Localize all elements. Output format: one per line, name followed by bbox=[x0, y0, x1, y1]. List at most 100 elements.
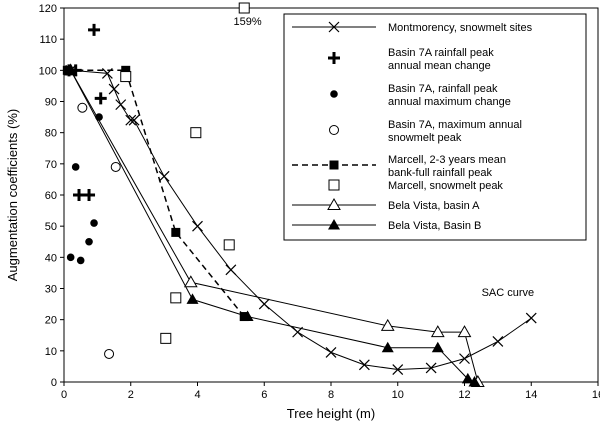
legend-item: Bela Vista, Basin B bbox=[292, 219, 481, 232]
y-tick-label: 100 bbox=[39, 65, 57, 77]
series-markers bbox=[62, 2, 537, 387]
series-3-point bbox=[71, 163, 80, 171]
legend-label: Bela Vista, basin A bbox=[388, 200, 480, 212]
series-1-point bbox=[292, 326, 304, 338]
series-1-point bbox=[125, 114, 137, 126]
legend-marker bbox=[328, 219, 340, 230]
series-3-point bbox=[90, 219, 98, 227]
legend-marker bbox=[330, 90, 338, 98]
annotations: 159% SAC curve bbox=[233, 16, 534, 299]
x-tick-label: 2 bbox=[128, 389, 134, 401]
series-6-points bbox=[120, 2, 250, 344]
series-2-point bbox=[73, 189, 86, 201]
legend-label: Montmorency, snowmelt sites bbox=[388, 22, 533, 34]
legend-item: Marcell, 2-3 years mean bank-full rainfal… bbox=[292, 154, 506, 179]
y-tick-label: 80 bbox=[45, 128, 57, 140]
series-8-point bbox=[468, 376, 481, 387]
legend-marker bbox=[329, 160, 339, 170]
series-3-point bbox=[85, 237, 93, 246]
series-8-point bbox=[241, 310, 254, 322]
series-3-point bbox=[95, 113, 103, 121]
legend-item: Basin 7A, maximum annual snowmelt peak bbox=[329, 119, 522, 144]
x-tick-label: 0 bbox=[61, 389, 67, 401]
y-tick-label: 50 bbox=[45, 221, 57, 233]
legend-item: Basin 7A, rainfall peak annual maximum ch… bbox=[330, 83, 511, 108]
series-8-point bbox=[186, 293, 199, 304]
series-7-point bbox=[183, 275, 198, 288]
series-2-points bbox=[63, 23, 107, 201]
series-8-points bbox=[64, 64, 481, 387]
series-3-points bbox=[66, 113, 103, 265]
series-6-point bbox=[223, 239, 235, 251]
legend-marker bbox=[327, 197, 341, 210]
series-1-point bbox=[525, 312, 537, 324]
legend-label: Bela Vista, Basin B bbox=[388, 220, 481, 232]
series-1-point bbox=[225, 264, 237, 276]
series-1-points bbox=[65, 64, 537, 375]
series-8-point bbox=[461, 372, 474, 384]
tick-labels: 0 2 4 6 8 10 12 14 16 0 10 20 30 40 50 60 70 80 90 100 110 12… bbox=[39, 3, 600, 401]
y-axis-title: Augmentation coefficients (%) bbox=[5, 109, 20, 281]
x-tick-label: 16 bbox=[592, 389, 600, 401]
legend-marker bbox=[329, 125, 339, 135]
x-tick-label: 4 bbox=[194, 389, 200, 401]
series-3-point bbox=[76, 256, 85, 265]
series-7-point bbox=[380, 318, 395, 331]
x-tick-label: 8 bbox=[328, 389, 334, 401]
series-1-point bbox=[459, 353, 470, 365]
series-8-point bbox=[64, 64, 77, 75]
legend-marker bbox=[328, 52, 340, 64]
y-tick-label: 10 bbox=[45, 346, 57, 358]
legend-label: Marcell, 2-3 years mean bank-full rainfal… bbox=[388, 154, 506, 179]
x-tick-label: 12 bbox=[458, 389, 470, 401]
series-5-points bbox=[62, 65, 249, 322]
axes bbox=[60, 7, 599, 386]
legend-label: Marcell, snowmelt peak bbox=[388, 180, 503, 192]
series-1-point bbox=[325, 346, 337, 358]
series-7-point bbox=[457, 325, 472, 338]
series-2-point bbox=[88, 23, 101, 36]
annotation-159-percent: 159% bbox=[233, 16, 261, 28]
series-1-point bbox=[492, 336, 504, 347]
series-6-point bbox=[190, 127, 202, 139]
series-6-point bbox=[238, 2, 250, 14]
series-5-point bbox=[171, 227, 181, 237]
legend-marker bbox=[328, 21, 340, 33]
legend-item: Basin 7A rainfall peak annual mean change bbox=[328, 47, 494, 72]
y-tick-label: 20 bbox=[45, 315, 57, 327]
series-4-points bbox=[77, 102, 121, 359]
series-1-line bbox=[70, 69, 532, 371]
series-1-point bbox=[115, 99, 127, 111]
series-1-point bbox=[358, 359, 370, 371]
series-1-point bbox=[108, 83, 120, 95]
y-tick-label: 0 bbox=[51, 377, 57, 389]
legend-item: Marcell, snowmelt peak bbox=[328, 179, 503, 192]
series-1-point bbox=[425, 362, 437, 374]
x-tick-label: 10 bbox=[392, 389, 404, 401]
series-1-point bbox=[192, 220, 203, 232]
series-1-point bbox=[392, 364, 404, 375]
annotation-sac-curve: SAC curve bbox=[482, 287, 535, 299]
series-1-point bbox=[258, 298, 270, 310]
series-2-point bbox=[94, 92, 107, 105]
series-5-point bbox=[121, 65, 131, 75]
y-tick-label: 70 bbox=[45, 159, 57, 171]
y-tick-label: 30 bbox=[45, 284, 57, 296]
y-tick-label: 60 bbox=[45, 190, 57, 202]
series-4-point bbox=[104, 348, 115, 359]
series-5-line bbox=[67, 69, 245, 318]
x-tick-label: 14 bbox=[525, 389, 537, 401]
y-tick-label: 120 bbox=[39, 3, 57, 15]
legend: Montmorency, snowmelt sites Basin 7A rain… bbox=[283, 13, 587, 241]
legend-label: Basin 7A, rainfall peak annual maximum ch… bbox=[388, 83, 511, 108]
series-6-point bbox=[170, 292, 182, 304]
series-8-point bbox=[381, 341, 394, 353]
series-7-point bbox=[430, 325, 445, 338]
legend-item: Montmorency, snowmelt sites bbox=[292, 21, 533, 34]
series-2-point bbox=[83, 189, 96, 201]
series-4-point bbox=[110, 161, 121, 172]
series-1-point bbox=[158, 170, 170, 182]
legend-marker bbox=[328, 179, 340, 191]
x-tick-label: 6 bbox=[261, 389, 267, 401]
y-tick-label: 90 bbox=[45, 97, 57, 109]
